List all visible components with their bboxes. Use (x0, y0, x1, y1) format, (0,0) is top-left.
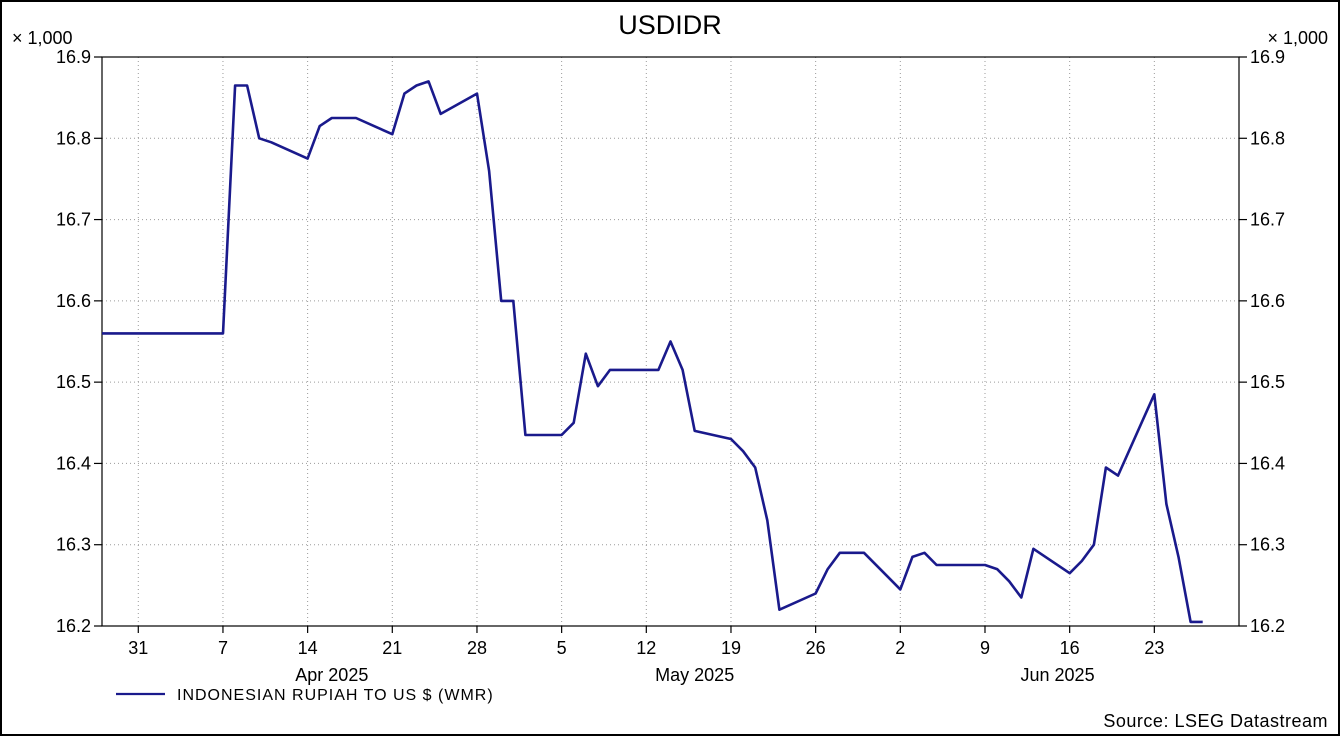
right-unit-label: × 1,000 (1267, 28, 1328, 48)
y-tick-label-right: 16.9 (1250, 47, 1285, 67)
x-tick-label: 9 (980, 638, 990, 658)
x-month-label: Jun 2025 (1021, 665, 1095, 685)
y-tick-label-left: 16.4 (56, 453, 91, 473)
x-tick-label: 31 (128, 638, 148, 658)
y-tick-label-right: 16.5 (1250, 372, 1285, 392)
x-tick-label: 12 (636, 638, 656, 658)
x-tick-label: 14 (298, 638, 318, 658)
y-tick-label-right: 16.4 (1250, 453, 1285, 473)
legend-label: INDONESIAN RUPIAH TO US $ (WMR) (177, 687, 494, 704)
axes: 16.2 16.2 16.3 16.3 16.4 16.4 16.5 16.5 16.6 16.6… (56, 47, 1285, 685)
y-tick-label-left: 16.2 (56, 616, 91, 636)
series-line-usdidr (102, 80, 1203, 624)
x-tick-label: 26 (806, 638, 826, 658)
y-tick-label-left: 16.6 (56, 291, 91, 311)
y-tick-label-left: 16.8 (56, 128, 91, 148)
y-tick-label-right: 16.2 (1250, 616, 1285, 636)
x-tick-label: 7 (218, 638, 228, 658)
y-tick-label-right: 16.3 (1250, 535, 1285, 555)
y-tick-label-right: 16.8 (1250, 128, 1285, 148)
x-tick-label: 2 (895, 638, 905, 658)
y-tick-label-left: 16.9 (56, 47, 91, 67)
x-month-label: May 2025 (655, 665, 734, 685)
left-unit-label: × 1,000 (12, 28, 73, 48)
plot-area-border (101, 56, 1240, 627)
y-tick-label-left: 16.3 (56, 535, 91, 555)
x-month-label: Apr 2025 (295, 665, 368, 685)
x-tick-label: 19 (721, 638, 741, 658)
y-tick-label-left: 16.5 (56, 372, 91, 392)
x-tick-label: 16 (1060, 638, 1080, 658)
series-layer (102, 80, 1203, 624)
y-tick-label-left: 16.7 (56, 210, 91, 230)
chart-title: USDIDR (618, 10, 722, 40)
x-tick-label: 23 (1144, 638, 1164, 658)
y-tick-label-right: 16.6 (1250, 291, 1285, 311)
x-tick-label: 28 (467, 638, 487, 658)
legend: INDONESIAN RUPIAH TO US $ (WMR) (116, 687, 494, 704)
y-tick-label-right: 16.7 (1250, 210, 1285, 230)
x-tick-label: 5 (557, 638, 567, 658)
x-tick-label: 21 (382, 638, 402, 658)
source-note: Source: LSEG Datastream (1103, 711, 1328, 731)
